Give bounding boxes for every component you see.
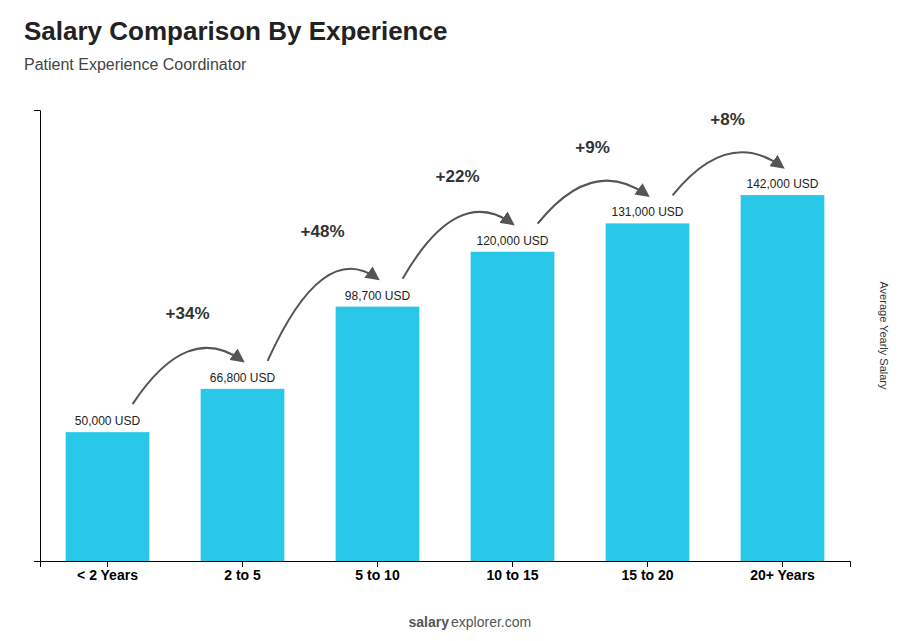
data-labels: 50,000 USD 66,800 USD 98,700 USD 120,000 US…: [75, 177, 819, 428]
change-arrow: [133, 348, 243, 404]
x-tick-label: 15 to 20: [621, 567, 673, 583]
x-tick-label: < 2 Years: [77, 567, 138, 583]
data-label: 66,800 USD: [210, 371, 276, 385]
bar: [741, 195, 825, 561]
bar: [606, 223, 690, 561]
subtitle: Patient Experience Coordinator: [24, 56, 247, 73]
bars: [66, 195, 825, 561]
x-tick-label: 10 to 15: [486, 567, 538, 583]
change-arrow: [403, 212, 513, 279]
data-label: 142,000 USD: [746, 177, 818, 191]
bar: [471, 252, 555, 561]
bar: [201, 389, 285, 561]
data-label: 98,700 USD: [345, 289, 411, 303]
y-axis-line: [34, 111, 41, 562]
bar: [66, 432, 150, 561]
x-tick: 10 to 15: [486, 561, 538, 583]
x-tick: 5 to 10: [355, 561, 400, 583]
x-tick-label: 2 to 5: [224, 567, 261, 583]
x-axis-line: [41, 562, 851, 568]
bar: [336, 307, 420, 561]
change-label: +34%: [166, 304, 210, 323]
chart: Salary Comparison By Experience Patient E…: [0, 0, 900, 641]
x-tick-label: 5 to 10: [355, 567, 400, 583]
footer: explorer.com: [451, 614, 531, 630]
data-label: 120,000 USD: [476, 234, 548, 248]
change-arrow: [673, 152, 783, 195]
x-tick: 15 to 20: [621, 561, 673, 583]
x-axis: < 2 Years 2 to 5 5 to 10 10 to 15 15 to 20 20…: [41, 561, 851, 583]
x-tick: 20+ Years: [750, 561, 815, 583]
x-tick: < 2 Years: [77, 561, 138, 583]
y-axis: [34, 111, 41, 562]
change-annotations: +34% +48% +22% +9% +8%: [133, 110, 783, 404]
x-tick: 2 to 5: [224, 561, 261, 583]
x-tick-label: 20+ Years: [750, 567, 815, 583]
title: Salary Comparison By Experience: [24, 16, 447, 46]
y-axis-title: Average Yearly Salary: [878, 281, 890, 390]
change-label: +22%: [436, 167, 480, 186]
change-label: +48%: [301, 222, 345, 241]
plot: < 2 Years 2 to 5 5 to 10 10 to 15 15 to 20 20…: [34, 110, 851, 583]
change-arrow: [268, 269, 378, 361]
footer: salary: [409, 614, 450, 630]
data-label: 50,000 USD: [75, 414, 141, 428]
data-label: 131,000 USD: [611, 205, 683, 219]
change-arrow: [538, 181, 648, 224]
change-label: +9%: [575, 138, 610, 157]
change-label: +8%: [710, 110, 745, 129]
